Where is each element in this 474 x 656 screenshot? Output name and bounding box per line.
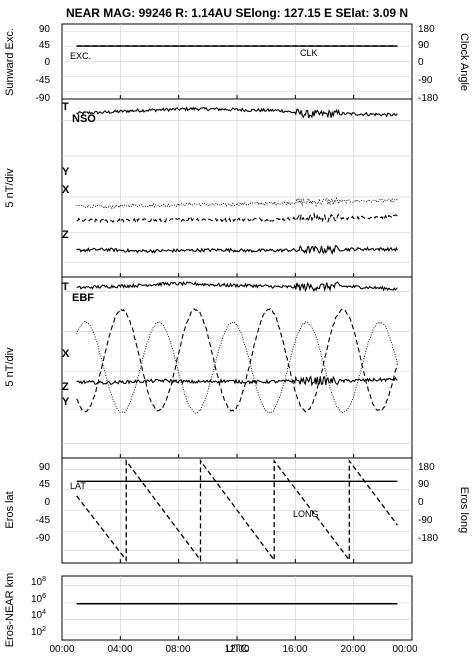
figure-title: NEAR MAG: 99246 R: 1.14AU SElong: 127.15… [66,6,408,20]
panel-4-right-axis-label: Eros long [458,487,470,533]
ebf-t-label: T [62,281,69,293]
nso-y-label: Y [62,166,70,178]
x-tick-label-6: 00:00 [392,644,417,655]
p3-series-x [76,308,398,413]
exc-series-label: EXC. [70,51,91,61]
panel-1-left-axis-label: Sunward Exc. [4,28,16,96]
p4-right-tick-4: -180 [418,533,438,544]
p1-right-tick-0: 180 [418,24,435,35]
long-series-label: LONG [293,509,319,519]
p4-left-tick-3: -45 [36,515,51,526]
p5-tick-0: 108 [31,576,46,588]
p1-left-tick-2: 0 [44,57,50,68]
ebf-z-label: Z [62,381,69,393]
nso-t-label: T [62,101,69,113]
x-tick-label-4: 16:00 [282,644,307,655]
p5-tick-3: 102 [31,626,46,638]
x-tick-label-5: 20:00 [340,644,365,655]
p1-left-tick-4: -90 [36,93,51,104]
panel-4-left-axis-label: Eros lat [4,491,16,528]
p4-right-tick-3: -90 [418,515,433,526]
nso-x-label: X [62,184,70,196]
p2-series-z [76,244,398,255]
data-series [76,45,398,605]
x-tick-label-2: 08:00 [165,644,190,655]
panel-1-right-axis-label: Clock Angle [458,33,470,91]
p1-right-tick-4: -180 [418,93,438,104]
tick-marks [61,95,413,640]
p1-right-tick-2: 0 [418,57,424,68]
p4-series-long [76,458,398,563]
p4-left-tick-0: 90 [39,462,51,473]
p4-right-tick-0: 180 [418,462,435,473]
nso-frame-label: NSO [72,113,96,125]
ebf-y-label: Y [62,396,70,408]
p1-right-tick-3: -90 [418,75,433,86]
clk-series-label: CLK [300,48,318,58]
p1-right-tick-1: 90 [418,40,430,51]
p5-tick-1: 106 [31,593,46,605]
grid-lines [62,24,412,640]
x-tick-label-0: 00:00 [49,644,74,655]
lat-series-label: LAT [70,481,86,491]
panel-3-y-axis-label: 5 nT/div [4,347,16,387]
ebf-frame-label: EBF [72,292,94,304]
p4-left-tick-2: 0 [44,497,50,508]
p3-series-t [76,280,398,293]
x-axis-label: UTC [226,643,249,655]
p5-tick-2: 104 [31,609,46,621]
p4-left-tick-1: 45 [39,479,51,490]
p4-right-tick-1: 90 [418,479,430,490]
p2-series-x [76,211,398,224]
x-tick-label-3: 12:00 [224,644,249,655]
p2-series-t [76,106,398,119]
p1-left-tick-3: -45 [36,75,51,86]
p4-right-tick-2: 0 [418,497,424,508]
x-tick-label-1: 04:00 [107,644,132,655]
p4-left-tick-4: -90 [36,533,51,544]
p1-left-tick-1: 45 [39,40,51,51]
p1-left-tick-0: 90 [39,24,51,35]
panel-2-y-axis-label: 5 nT/div [4,168,16,208]
panel-5-y-axis-label: Eros-NEAR km [4,573,16,648]
ebf-x-label: X [62,348,70,360]
p3-series-z [76,375,398,387]
nso-z-label: Z [62,229,69,241]
